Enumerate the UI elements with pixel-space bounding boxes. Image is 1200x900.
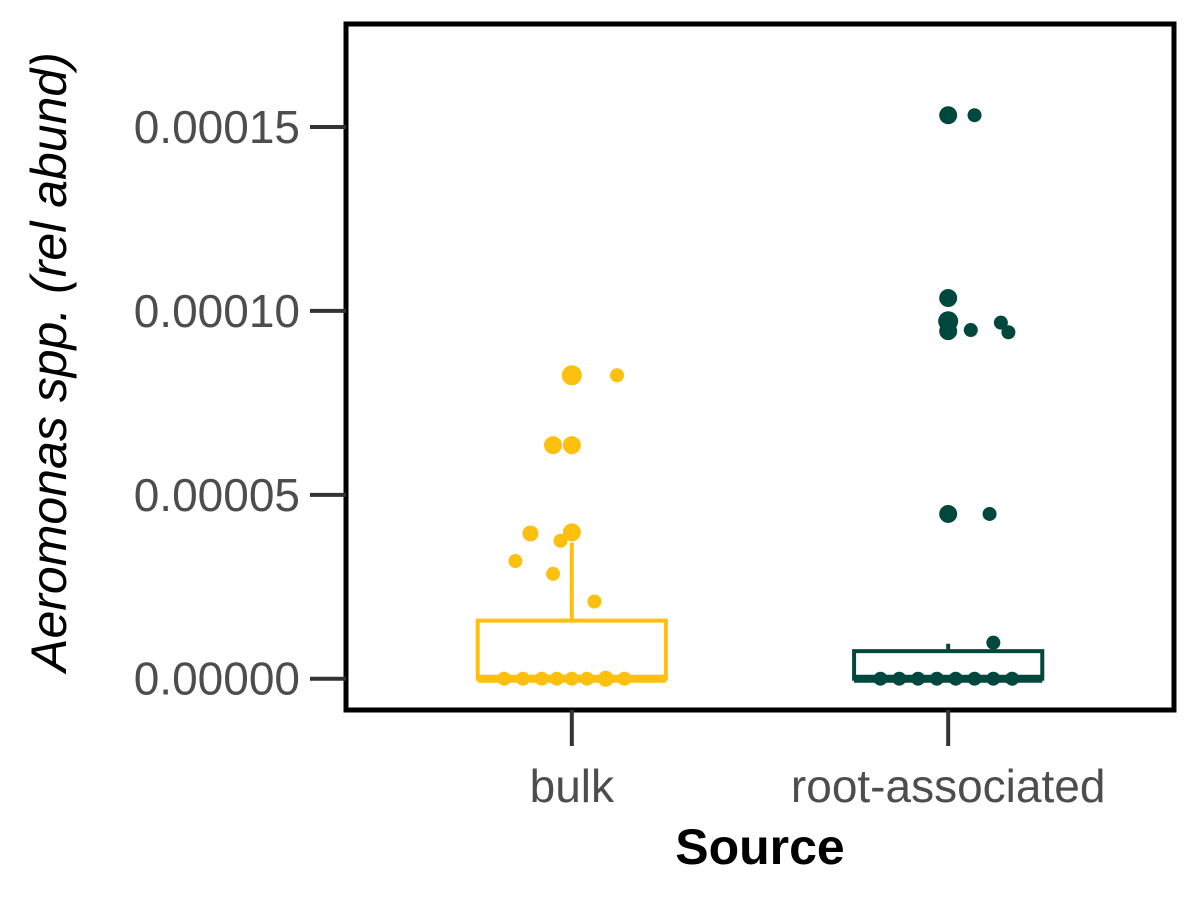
data-point-bulk: [549, 671, 564, 686]
data-point-bulk: [587, 594, 602, 609]
data-point-bulk: [522, 525, 539, 542]
data-point-bulk: [546, 566, 560, 581]
data-point-root-associated: [911, 671, 926, 686]
data-point-bulk: [579, 671, 594, 686]
x-tick-label: bulk: [530, 760, 615, 812]
data-point-root-associated: [967, 671, 982, 686]
data-point-root-associated: [1005, 671, 1020, 686]
y-axis: 0.00000 0.00005 0.00010 0.00015: [134, 101, 346, 705]
data-point-root-associated: [948, 671, 963, 686]
points-layer: [497, 106, 1020, 687]
data-point-bulk: [562, 523, 581, 542]
data-point-bulk: [544, 436, 562, 455]
plot-frame: [343, 21, 1177, 713]
data-point-bulk: [562, 436, 581, 455]
y-tick-label: 0.00005: [134, 469, 300, 521]
x-tick-label: root-associated: [791, 760, 1106, 812]
data-point-bulk: [534, 671, 549, 686]
data-point-root-associated: [939, 106, 958, 125]
data-point-root-associated: [892, 671, 907, 686]
data-point-root-associated: [963, 323, 978, 338]
data-point-bulk: [564, 671, 579, 686]
data-point-bulk: [597, 670, 614, 687]
data-point-root-associated: [939, 504, 958, 523]
data-point-bulk: [561, 365, 582, 386]
data-point-bulk: [515, 671, 530, 686]
y-axis-title: Aeromonas spp. (rel abund): [21, 52, 77, 675]
data-point-bulk: [553, 533, 568, 548]
data-point-root-associated: [939, 289, 958, 308]
data-point-bulk: [497, 671, 512, 686]
y-tick-label: 0.00010: [134, 285, 300, 337]
data-point-root-associated: [993, 315, 1008, 330]
data-point-bulk: [617, 671, 632, 686]
y-tick-label: 0.00000: [134, 653, 300, 705]
data-point-root-associated: [939, 322, 958, 341]
data-point-bulk: [609, 368, 624, 383]
data-point-root-associated: [982, 506, 997, 521]
data-point-bulk: [508, 554, 523, 569]
y-tick-label: 0.00015: [134, 101, 300, 153]
x-axis-title: Source: [675, 819, 845, 875]
data-point-root-associated: [929, 671, 944, 686]
data-point-root-associated: [967, 108, 982, 123]
data-point-root-associated: [1001, 325, 1016, 340]
data-point-root-associated: [986, 635, 1001, 650]
x-axis: bulk root-associated: [530, 710, 1106, 812]
data-point-root-associated: [873, 671, 888, 686]
data-point-root-associated: [986, 671, 1001, 686]
